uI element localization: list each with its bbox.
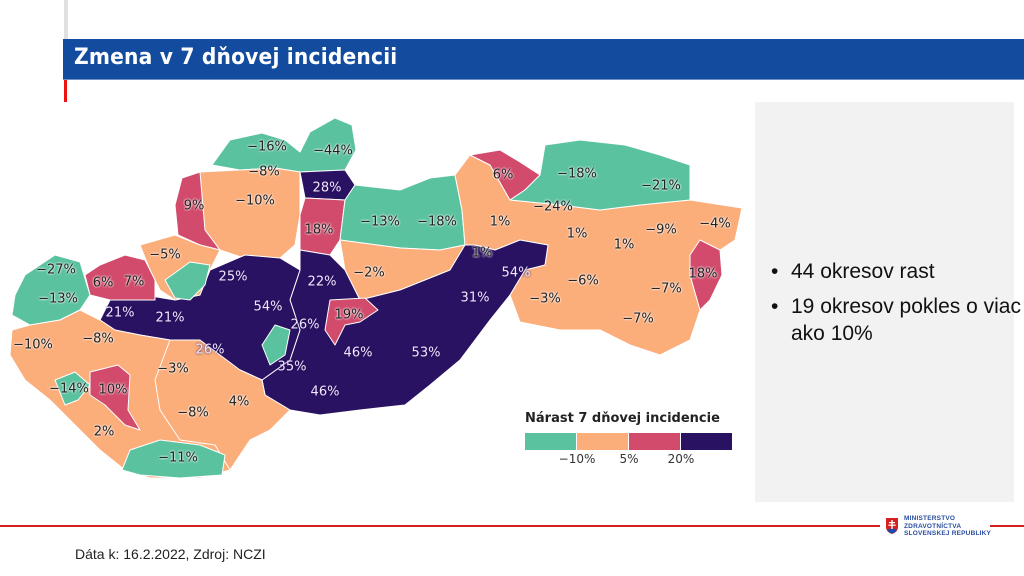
district-label: −8% (248, 164, 280, 180)
district-label: 1% (489, 214, 511, 230)
district-label: −3% (529, 291, 561, 307)
district-label: 1% (471, 245, 493, 261)
district-label: 35% (277, 359, 307, 375)
district-label: −16% (247, 139, 287, 155)
district-label: 53% (411, 345, 441, 361)
district-label: −6% (567, 273, 599, 289)
district-label: 6% (92, 275, 114, 291)
district-label: 1% (566, 226, 588, 242)
district-label: −9% (645, 222, 677, 238)
map-legend: Nárast 7 dňovej incidencie −10% 5% 20% (525, 411, 735, 470)
district-label: 46% (310, 384, 340, 400)
district-label: −10% (235, 193, 275, 209)
decorative-red-line (64, 80, 67, 102)
logo-line: ZDRAVOTNÍCTVA (904, 522, 962, 530)
district-label: 18% (304, 222, 334, 238)
district-label: 31% (460, 290, 490, 306)
district-label: −27% (36, 262, 76, 278)
decorative-gray-line (64, 0, 68, 39)
district-label: −7% (650, 281, 682, 297)
legend-tick: 20% (667, 452, 695, 466)
data-source-note: Dáta k: 16.2.2022, Zdroj: NCZI (75, 546, 266, 562)
legend-title: Nárast 7 dňovej incidencie (525, 411, 720, 426)
summary-bullet-decline: 19 okresov pokles o viac ako 10% (767, 293, 1021, 347)
footer-divider-right (990, 525, 1024, 527)
district-label: 28% (312, 180, 342, 196)
district-label: 22% (307, 274, 337, 290)
district-label: 21% (105, 305, 135, 321)
ministry-name: MINISTERSTVO ZDRAVOTNÍCTVA SLOVENSKEJ RE… (904, 515, 991, 538)
district-label: −8% (82, 331, 114, 347)
district-label: −13% (360, 214, 400, 230)
summary-bullets: 44 okresov rast 19 okresov pokles o viac… (767, 258, 1021, 355)
page-title: Zmena v 7 dňovej incidencii (74, 45, 398, 70)
legend-swatch-growth (629, 433, 680, 450)
district-label: 25% (218, 269, 248, 285)
district-label: −7% (622, 311, 654, 327)
district-label: 9% (183, 198, 205, 214)
district-label: 54% (253, 299, 283, 315)
district-label: −4% (699, 216, 731, 232)
map-shapes (9, 117, 743, 479)
legend-swatch-high-growth (681, 433, 732, 450)
district-label: 7% (123, 274, 145, 290)
legend-color-bar (525, 433, 735, 450)
slovakia-district-map: −16% −44% −8% 28% 9% −10% −13% −18% 18% 6% −18% −21… (0, 100, 750, 500)
legend-swatch-decline (525, 433, 576, 450)
district-label: 6% (492, 167, 514, 183)
district-label: −11% (158, 450, 198, 466)
district-label: 18% (688, 266, 718, 282)
legend-tick: −10% (558, 452, 596, 466)
district-label: 26% (195, 342, 225, 358)
district-label: 1% (613, 237, 635, 253)
district-label: −24% (533, 199, 573, 215)
legend-ticks: −10% 5% 20% (525, 452, 735, 470)
footer-divider (0, 525, 880, 527)
legend-swatch-stable (577, 433, 628, 450)
slovak-coat-of-arms-icon (886, 518, 898, 534)
district-label: −18% (417, 214, 457, 230)
district-label: −8% (177, 405, 209, 421)
district-label: 19% (334, 307, 364, 323)
legend-tick: 5% (619, 452, 639, 466)
district-label: −3% (157, 361, 189, 377)
district-label: −5% (149, 247, 181, 263)
district-label: 46% (343, 345, 373, 361)
district-label: 4% (228, 394, 250, 410)
district-label: −44% (313, 143, 353, 159)
district-label: −21% (641, 178, 681, 194)
district-label: 10% (98, 382, 128, 398)
district-label: 54% (501, 265, 531, 281)
summary-panel: 44 okresov rast 19 okresov pokles o viac… (755, 102, 1021, 502)
summary-bullet-growth: 44 okresov rast (767, 258, 1021, 285)
district-label: 2% (93, 424, 115, 440)
district-label: −13% (38, 291, 78, 307)
logo-line: SLOVENSKEJ REPUBLIKY (904, 530, 992, 537)
district-label: 26% (290, 317, 320, 333)
title-bar: Zmena v 7 dňovej incidencii (63, 39, 1024, 80)
district-label: 21% (155, 310, 185, 326)
district-label: −14% (49, 381, 89, 397)
logo-line: MINISTERSTVO (904, 515, 956, 522)
district-label: −10% (13, 337, 53, 353)
ministry-logo: MINISTERSTVO ZDRAVOTNÍCTVA SLOVENSKEJ RE… (885, 515, 1015, 545)
district-label: −18% (557, 166, 597, 182)
district-label: −2% (353, 265, 385, 281)
